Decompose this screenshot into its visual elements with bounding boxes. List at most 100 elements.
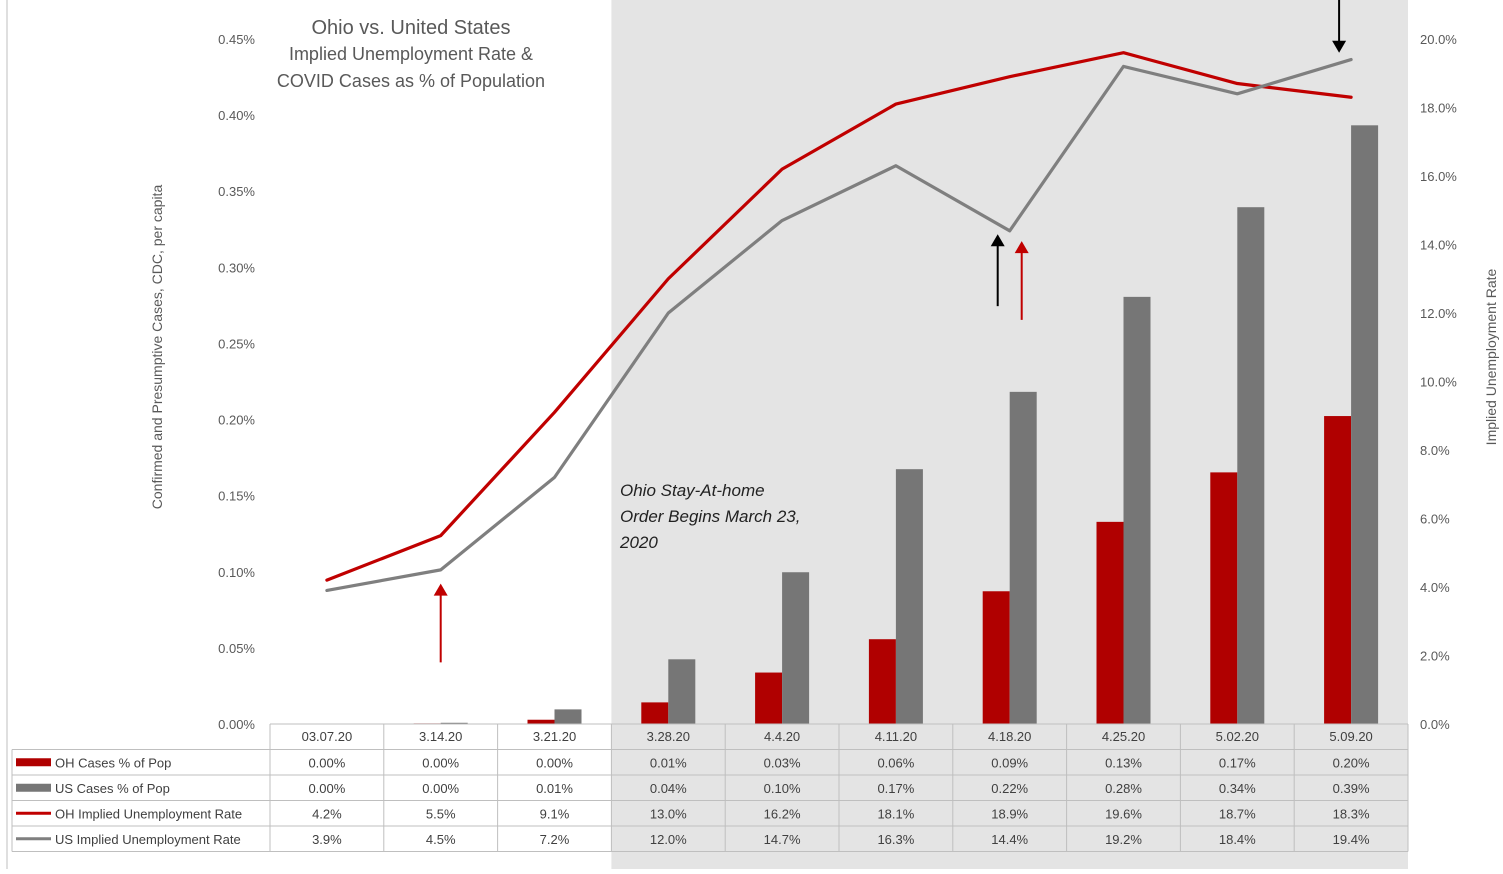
table-cell-value: 18.1% <box>877 806 914 821</box>
table-cell-value: 0.17% <box>877 781 914 796</box>
right-axis-tick-label: 16.0% <box>1420 169 1457 184</box>
table-cell-value: 7.2% <box>540 832 570 847</box>
table-cell-value: 18.4% <box>1219 832 1256 847</box>
table-cell-value: 0.00% <box>536 755 573 770</box>
table-cell-value: 0.39% <box>1333 781 1370 796</box>
right-axis-tick-label: 12.0% <box>1420 306 1457 321</box>
chart-subtitle-line-2: COVID Cases as % of Population <box>277 71 545 91</box>
table-cell-value: 0.04% <box>650 781 687 796</box>
bar-us-cases <box>1237 207 1264 724</box>
table-cell-value: 14.4% <box>991 832 1028 847</box>
table-cell-value: 9.1% <box>540 806 570 821</box>
table-cell-value: 4.2% <box>312 806 342 821</box>
table-cell-value: 18.9% <box>991 806 1028 821</box>
left-axis-tick-label: 0.05% <box>218 641 255 656</box>
table-cell-value: 3.9% <box>312 832 342 847</box>
right-axis-tick-label: 6.0% <box>1420 512 1450 527</box>
right-axis-label: Implied Unemployment Rate <box>1483 268 1499 445</box>
x-category-label: 4.18.20 <box>988 729 1031 744</box>
table-cell-value: 5.5% <box>426 806 456 821</box>
bar-us-cases <box>555 709 582 724</box>
table-cell-value: 0.13% <box>1105 755 1142 770</box>
left-axis-label: Confirmed and Presumptive Cases, CDC, pe… <box>149 185 165 510</box>
left-axis-tick-label: 0.20% <box>218 413 255 428</box>
bar-oh-cases <box>1210 472 1237 724</box>
bar-oh-cases <box>1097 522 1124 724</box>
x-category-label: 4.11.20 <box>875 729 917 744</box>
table-cell-value: 0.28% <box>1105 781 1142 796</box>
annotation-line-2: Order Begins March 23, <box>620 507 800 526</box>
x-category-label: 3.14.20 <box>419 729 462 744</box>
x-category-label: 4.25.20 <box>1102 729 1145 744</box>
table-cell-value: 0.20% <box>1333 755 1370 770</box>
annotation-line-3: 2020 <box>619 533 658 552</box>
bar-us-cases <box>896 469 923 724</box>
x-category-label: 03.07.20 <box>302 729 353 744</box>
bar-oh-cases <box>528 720 555 724</box>
table-cell-value: 13.0% <box>650 806 687 821</box>
table-cell-value: 14.7% <box>764 832 801 847</box>
x-category-label: 4.4.20 <box>764 729 800 744</box>
bar-oh-cases <box>1324 416 1351 724</box>
bar-oh-cases <box>641 702 668 724</box>
left-axis-tick-label: 0.10% <box>218 565 255 580</box>
left-axis-tick-label: 0.35% <box>218 184 255 199</box>
table-cell-value: 19.6% <box>1105 806 1142 821</box>
table-cell-value: 4.5% <box>426 832 456 847</box>
left-axis-tick-label: 0.15% <box>218 489 255 504</box>
bar-oh-cases <box>755 673 782 724</box>
table-cell-value: 0.17% <box>1219 755 1256 770</box>
table-cell-value: 0.01% <box>536 781 573 796</box>
table-cell-value: 0.00% <box>308 755 345 770</box>
right-axis-tick-label: 2.0% <box>1420 649 1450 664</box>
x-category-label: 5.09.20 <box>1329 729 1372 744</box>
table-cell-value: 16.2% <box>764 806 801 821</box>
bar-us-cases <box>1010 392 1037 724</box>
table-cell-value: 0.00% <box>422 781 459 796</box>
table-cell-value: 16.3% <box>877 832 914 847</box>
right-axis-tick-label: 18.0% <box>1420 101 1457 116</box>
left-axis-tick-label: 0.25% <box>218 336 255 351</box>
annotation-line-1: Ohio Stay-At-home <box>620 481 765 500</box>
bar-us-cases <box>1124 297 1151 724</box>
table-cell-value: 0.03% <box>764 755 801 770</box>
table-cell-value: 18.3% <box>1333 806 1370 821</box>
bar-us-cases <box>668 659 695 724</box>
left-axis-tick-label: 0.45% <box>218 32 255 47</box>
table-cell-value: 18.7% <box>1219 806 1256 821</box>
bar-us-cases <box>1351 125 1378 724</box>
right-axis-tick-label: 14.0% <box>1420 238 1457 253</box>
right-axis-tick-label: 10.0% <box>1420 375 1457 390</box>
table-cell-value: 19.2% <box>1105 832 1142 847</box>
table-cell-value: 0.00% <box>422 755 459 770</box>
table-cell-value: 19.4% <box>1333 832 1370 847</box>
left-axis-tick-label: 0.30% <box>218 260 255 275</box>
x-category-label: 3.21.20 <box>533 729 576 744</box>
legend-entry: US Implied Unemployment Rate <box>55 832 241 847</box>
bar-oh-cases <box>869 639 896 724</box>
legend-entry: OH Implied Unemployment Rate <box>55 806 242 821</box>
table-cell-value: 0.22% <box>991 781 1028 796</box>
legend-key-bar <box>16 784 51 792</box>
left-axis-tick-label: 0.40% <box>218 108 255 123</box>
right-axis-tick-label: 4.0% <box>1420 580 1450 595</box>
table-cell-value: 0.34% <box>1219 781 1256 796</box>
chart-title: Ohio vs. United States <box>312 17 511 39</box>
legend-entry: US Cases % of Pop <box>55 781 170 796</box>
legend-entry: OH Cases % of Pop <box>55 755 171 770</box>
right-axis-tick-label: 20.0% <box>1420 32 1457 47</box>
table-cell-value: 0.10% <box>764 781 801 796</box>
table-cell-value: 0.01% <box>650 755 687 770</box>
table-cell-value: 12.0% <box>650 832 687 847</box>
legend-key-bar <box>16 758 51 766</box>
table-cell-value: 0.00% <box>308 781 345 796</box>
right-axis-tick-label: 0.0% <box>1420 717 1450 732</box>
right-axis-tick-label: 8.0% <box>1420 443 1450 458</box>
bar-oh-cases <box>983 591 1010 724</box>
left-axis-tick-label: 0.00% <box>218 717 255 732</box>
table-cell-value: 0.09% <box>991 755 1028 770</box>
table-cell-value: 0.06% <box>877 755 914 770</box>
chart-subtitle-line-1: Implied Unemployment Rate & <box>289 44 533 64</box>
